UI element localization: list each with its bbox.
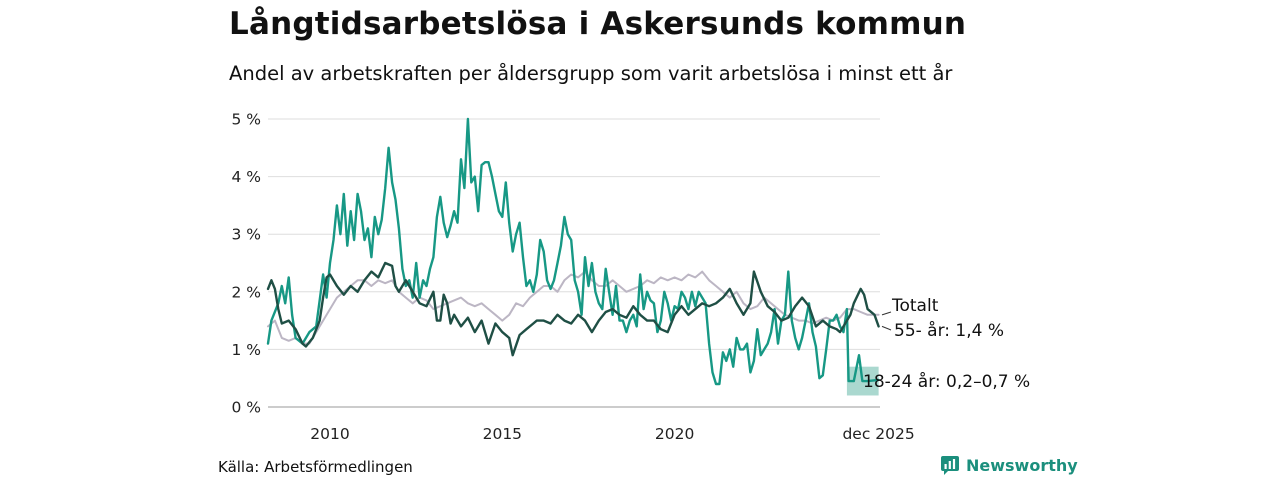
newsworthy-logo-icon [941,456,959,475]
x-tick-label: 2010 [310,425,349,443]
x-tick-label: 2015 [483,425,522,443]
source-note: Källa: Arbetsförmedlingen [218,458,413,476]
y-tick-label: 0 % [231,399,261,417]
leader-55 [881,325,892,331]
series-line-55 [266,261,880,357]
label-18-24: 18-24 år: 0,2–0,7 % [863,371,1030,392]
x-tick-label: dec 2025 [842,425,914,443]
chart-title: Långtidsarbetslösa i Askersunds kommun [229,6,967,42]
label-55: 55- år: 1,4 % [894,320,1004,341]
leader-totalt [881,311,892,316]
label-totalt: Totalt [891,296,939,316]
chart-subtitle: Andel av arbetskraften per åldersgrupp s… [229,62,953,85]
brand-logo: Newsworthy [940,455,1078,475]
brand-name: Newsworthy [966,455,1078,475]
y-tick-label: 3 % [231,226,261,244]
y-tick-label: 5 % [231,111,261,129]
x-tick-label: 2020 [655,425,694,443]
y-tick-label: 4 % [231,168,261,186]
y-tick-label: 2 % [231,283,261,301]
series-line-18-24 [266,117,880,386]
y-tick-label: 1 % [231,341,261,359]
